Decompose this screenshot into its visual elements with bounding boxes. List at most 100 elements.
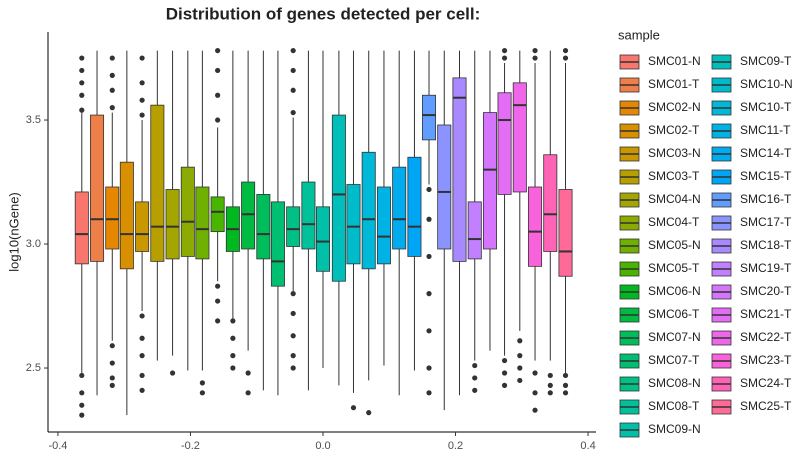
box <box>315 206 330 272</box>
outlier <box>290 87 296 93</box>
legend-label: SMC19-T <box>740 261 792 275</box>
outlier <box>290 47 296 54</box>
legend-label: SMC08-T <box>648 399 700 413</box>
legend-label: SMC04-N <box>648 192 701 206</box>
outlier <box>472 362 478 369</box>
outlier <box>547 372 553 379</box>
box <box>422 94 437 141</box>
outlier <box>290 365 296 371</box>
outlier <box>426 216 432 222</box>
x-tick-label: -0.2 <box>181 440 200 452</box>
outlier <box>109 382 115 388</box>
box <box>376 186 391 265</box>
legend-label: SMC18-T <box>740 238 792 252</box>
legend-label: SMC02-T <box>648 123 700 137</box>
legend-label: SMC20-T <box>740 284 792 298</box>
legend-title: sample <box>618 27 660 42</box>
outlier <box>245 390 251 396</box>
outlier <box>79 67 85 74</box>
legend-label: SMC06-T <box>648 307 700 321</box>
outlier <box>139 55 145 61</box>
outlier <box>532 407 538 413</box>
outlier <box>517 338 523 344</box>
box <box>210 196 225 233</box>
box <box>241 181 256 250</box>
legend-label: SMC23-T <box>740 353 792 367</box>
outlier <box>547 382 553 388</box>
legend-label: SMC10-T <box>740 100 792 114</box>
outlier <box>501 382 508 388</box>
box <box>195 186 210 260</box>
box <box>392 166 407 250</box>
box <box>497 92 512 195</box>
outlier <box>350 405 357 411</box>
outlier <box>472 387 478 393</box>
box <box>452 77 467 262</box>
outlier <box>532 390 538 396</box>
legend-label: SMC06-N <box>648 284 701 298</box>
box <box>346 184 361 265</box>
outlier <box>517 365 523 371</box>
legend-label: SMC17-T <box>740 215 792 229</box>
legend-label: SMC14-T <box>740 146 792 160</box>
box <box>135 201 150 252</box>
legend-label: SMC10-N <box>740 77 793 91</box>
legend-label: SMC16-T <box>740 192 792 206</box>
legend-label: SMC22-T <box>740 330 792 344</box>
box <box>558 189 573 277</box>
box <box>512 82 527 193</box>
outlier <box>426 253 432 260</box>
legend-label: SMC05-N <box>648 238 701 252</box>
box <box>301 181 316 250</box>
box <box>286 206 301 247</box>
outlier <box>109 360 115 366</box>
x-tick-label: 0.4 <box>580 440 595 452</box>
outlier <box>501 370 508 376</box>
x-tick-label: 0.0 <box>315 440 330 452</box>
legend-label: SMC09-N <box>648 422 701 436</box>
outlier <box>139 353 145 359</box>
outlier <box>215 117 221 123</box>
outlier <box>139 335 145 341</box>
box <box>256 194 271 260</box>
legend-label: SMC07-N <box>648 330 701 344</box>
x-tick-label: -0.4 <box>48 440 67 452</box>
outlier <box>426 390 432 396</box>
outlier <box>290 291 296 297</box>
chart-title: Distribution of genes detected per cell: <box>166 4 481 23</box>
outlier <box>290 109 296 116</box>
outlier <box>532 55 538 61</box>
outlier <box>290 333 296 339</box>
outlier <box>139 387 145 393</box>
outlier <box>547 390 553 396</box>
outlier <box>215 298 221 304</box>
outlier <box>426 365 432 371</box>
outlier <box>215 283 221 289</box>
legend-label: SMC11-T <box>740 123 791 137</box>
y-tick-label: 3.5 <box>26 114 41 126</box>
legend-label: SMC01-T <box>648 77 700 91</box>
outlier <box>230 318 236 324</box>
outlier <box>79 412 85 418</box>
outlier <box>562 47 569 54</box>
outlier <box>109 375 115 381</box>
outlier <box>215 47 221 54</box>
outlier <box>139 97 145 103</box>
outlier <box>426 186 432 193</box>
outlier <box>139 112 145 118</box>
outlier <box>562 55 569 61</box>
legend-label: SMC05-T <box>648 261 700 275</box>
outlier <box>199 390 205 396</box>
y-tick-label: 3.0 <box>26 238 41 250</box>
box <box>74 191 89 265</box>
outlier <box>109 87 115 93</box>
y-axis-title: log10(nGene) <box>6 192 21 272</box>
outlier <box>215 318 221 324</box>
outlier <box>139 372 145 379</box>
legend-label: SMC24-T <box>740 376 792 390</box>
legend-label: SMC07-T <box>648 353 700 367</box>
outlier <box>562 382 569 388</box>
outlier <box>230 335 236 341</box>
outlier <box>562 372 569 379</box>
outlier <box>169 370 176 376</box>
